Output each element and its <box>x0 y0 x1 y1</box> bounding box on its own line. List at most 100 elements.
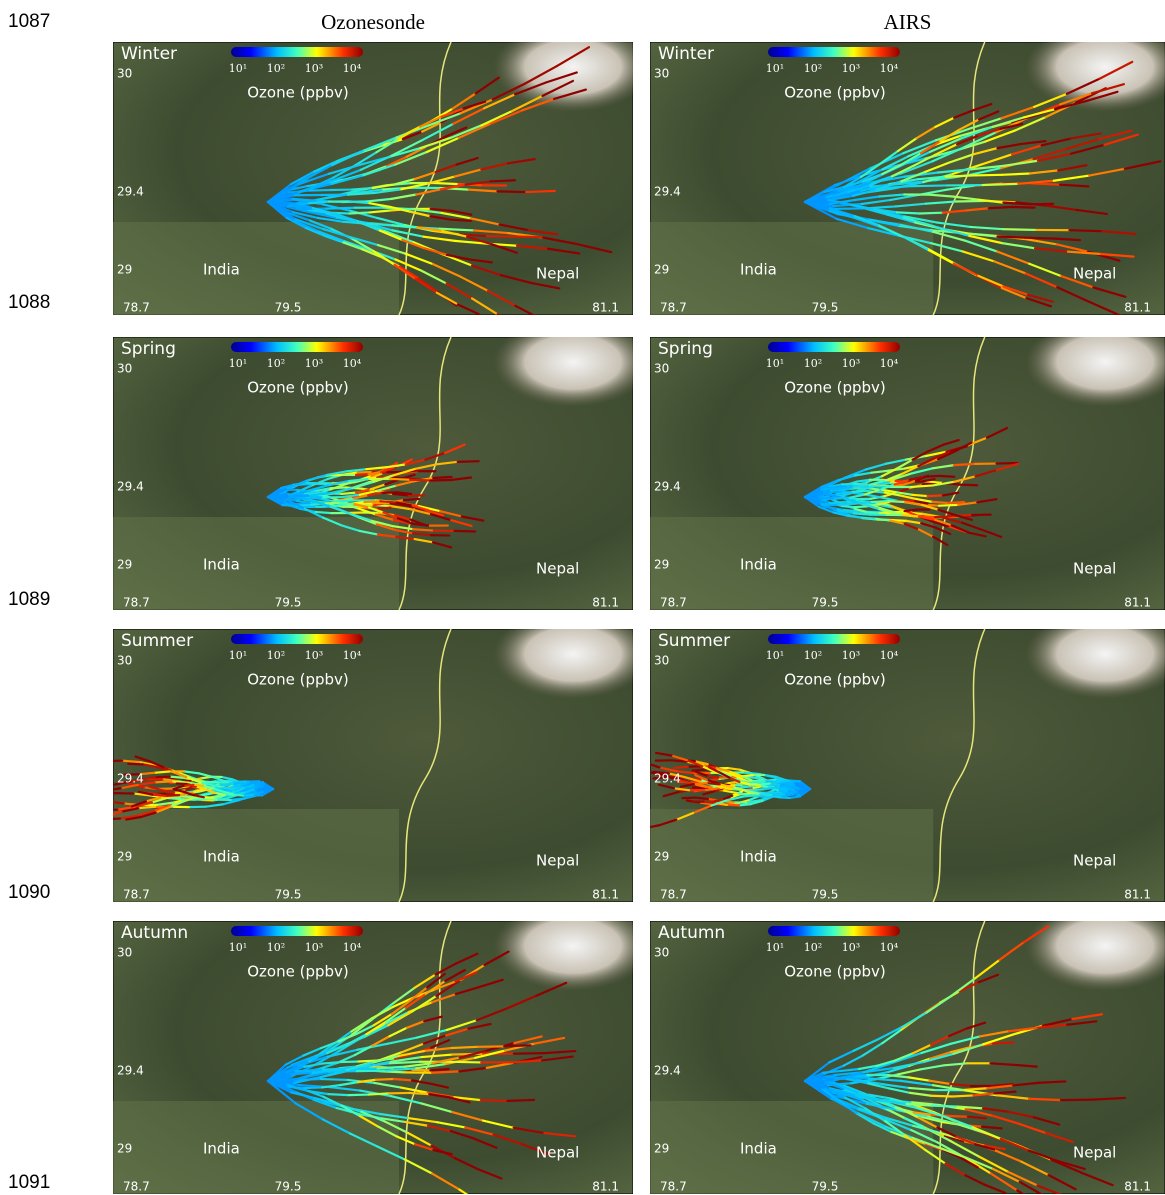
season-label: Winter <box>121 44 177 64</box>
trajectory <box>321 1079 348 1080</box>
trajectory <box>204 782 218 783</box>
plains <box>650 1101 933 1195</box>
trajectory <box>707 783 720 784</box>
place-label: India <box>740 848 777 866</box>
line-number: 1089 <box>8 589 50 610</box>
map-panel: Summer10¹10²10³10⁴Ozone (ppbv)3029.42978… <box>99 609 653 909</box>
trajectory <box>872 501 889 502</box>
trajectory <box>316 512 332 513</box>
trajectory <box>974 175 1002 176</box>
trajectory <box>935 516 954 517</box>
trajectory <box>304 1087 322 1088</box>
colorbar-tick-label: 10² <box>804 649 822 662</box>
colorbar-tick-label: 10³ <box>305 649 323 662</box>
trajectory <box>948 502 964 503</box>
colorbar-tick-label: 10³ <box>305 941 323 954</box>
trajectory <box>1039 1081 1065 1082</box>
trajectory <box>432 1071 459 1072</box>
trajectory <box>1012 207 1035 208</box>
colorbar-tick-label: 10³ <box>842 649 860 662</box>
plains <box>113 222 399 322</box>
trajectory <box>138 807 155 808</box>
trajectory <box>903 515 919 516</box>
place-label: Nepal <box>1073 1144 1116 1162</box>
figure: 10871088108910901091OzonesondeAIRSWinter… <box>0 0 1165 1195</box>
colorbar-tick-label: 10¹ <box>766 941 784 954</box>
colorbar-tick-label: 10³ <box>305 357 323 370</box>
line-number: 1087 <box>8 11 50 32</box>
lon-label: 78.7 <box>123 888 150 902</box>
lat-label: 29 <box>654 263 669 277</box>
lat-label: 29.4 <box>654 1064 681 1078</box>
trajectory <box>341 493 356 494</box>
trajectory <box>739 804 751 805</box>
colorbar-tick-label: 10³ <box>842 941 860 954</box>
lat-label: 29.4 <box>654 185 681 199</box>
trajectory <box>507 1100 534 1101</box>
lat-label: 30 <box>654 946 669 960</box>
trajectory <box>960 485 977 486</box>
lon-label: 79.5 <box>275 1180 302 1194</box>
trajectory <box>952 1095 973 1096</box>
lon-label: 81.1 <box>1124 596 1151 610</box>
colorbar <box>231 926 363 936</box>
lon-label: 79.5 <box>812 1180 839 1194</box>
colorbar-label: Ozone (ppbv) <box>784 379 886 397</box>
lon-label: 78.7 <box>660 596 687 610</box>
trajectory <box>433 477 451 478</box>
trajectory <box>430 480 450 481</box>
colorbar-tick-label: 10³ <box>305 62 323 75</box>
trajectory <box>1003 229 1036 230</box>
colorbar-label: Ozone (ppbv) <box>784 84 886 102</box>
map-panel: Autumn10¹10²10³10⁴Ozone (ppbv)3029.42978… <box>113 901 653 1195</box>
colorbar-tick-label: 10⁴ <box>880 941 899 954</box>
lon-label: 81.1 <box>1124 888 1151 902</box>
trajectory <box>853 491 869 492</box>
trajectory <box>905 510 917 511</box>
trajectory <box>932 502 948 503</box>
colorbar <box>768 47 900 57</box>
snow <box>493 609 653 699</box>
trajectory <box>452 1047 478 1048</box>
colorbar <box>768 342 900 352</box>
trajectory <box>838 504 855 505</box>
line-number: 1090 <box>8 882 50 903</box>
lat-label: 29 <box>117 1142 132 1156</box>
lon-label: 79.5 <box>275 888 302 902</box>
trajectory <box>790 781 800 782</box>
trajectory <box>172 781 189 782</box>
trajectory <box>184 785 194 786</box>
lon-label: 81.1 <box>592 301 619 315</box>
place-label: India <box>203 1140 240 1158</box>
trajectory <box>920 213 943 214</box>
lon-label: 78.7 <box>660 301 687 315</box>
lon-label: 81.1 <box>592 596 619 610</box>
trajectory <box>352 188 373 190</box>
trajectory <box>939 476 954 477</box>
lon-label: 81.1 <box>592 888 619 902</box>
lon-label: 78.7 <box>660 888 687 902</box>
trajectory <box>998 236 1026 237</box>
lon-label: 78.7 <box>123 596 150 610</box>
plains <box>650 809 933 909</box>
trajectory <box>430 1069 448 1070</box>
lat-label: 30 <box>117 946 132 960</box>
map-panel: Spring10¹10²10³10⁴Ozone (ppbv)3029.42978… <box>113 317 653 617</box>
lon-label: 79.5 <box>812 888 839 902</box>
trajectory <box>166 795 179 796</box>
trajectory <box>758 794 771 795</box>
snow <box>493 901 653 991</box>
trajectory <box>763 792 779 793</box>
map-panel: Winter10¹10²10³10⁴Ozone (ppbv)3029.42978… <box>113 22 653 330</box>
map <box>113 22 653 330</box>
trajectory <box>376 1079 394 1080</box>
plains <box>113 517 399 617</box>
trajectory <box>867 512 879 513</box>
trajectory <box>231 798 245 800</box>
trajectory <box>451 1062 481 1063</box>
trajectory <box>727 805 739 806</box>
lat-label: 29 <box>117 263 132 277</box>
place-label: India <box>740 1140 777 1158</box>
trajectory <box>322 1062 340 1063</box>
trajectory <box>805 497 820 498</box>
